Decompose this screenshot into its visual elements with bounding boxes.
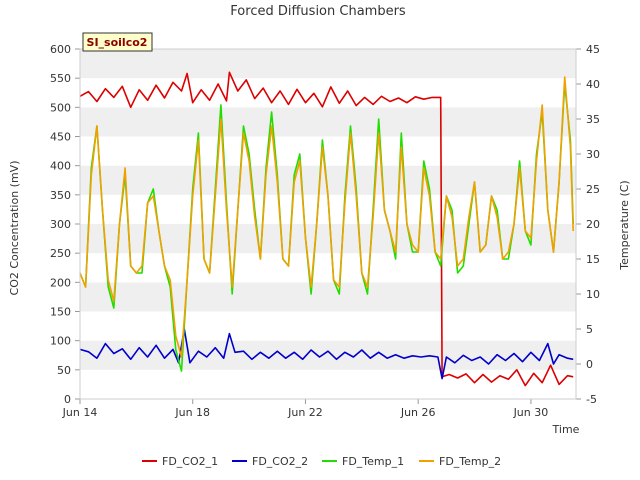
left-axis: 0 50 100 150 200 250 300 350 400 450 500 550 600	[50, 43, 80, 406]
grid-band	[80, 311, 576, 341]
y-right-tick-label: 20	[586, 218, 600, 231]
y-axis-left-label: CO2 Concentration (mV)	[8, 161, 21, 296]
chart-title: Forced Diffusion Chambers	[230, 4, 406, 19]
legend: FD_CO2_1 FD_CO2_2 FD_Temp_1 FD_Temp_2	[142, 455, 501, 468]
right-axis: -5 0 5 10 15 20 25 30 35 40 45	[576, 43, 600, 406]
site-badge-label: SI_soilco2	[87, 36, 148, 49]
y-left-tick-label: 600	[50, 43, 71, 56]
y-right-tick-label: 5	[586, 323, 593, 336]
y-left-tick-label: 0	[64, 393, 71, 406]
y-left-tick-label: 50	[57, 364, 71, 377]
y-left-tick-label: 550	[50, 72, 71, 85]
y-right-tick-label: 40	[586, 78, 600, 91]
y-left-tick-label: 250	[50, 247, 71, 260]
y-axis-right-label: Temperature (C)	[618, 180, 631, 270]
y-left-tick-label: 200	[50, 276, 71, 289]
y-left-tick-label: 300	[50, 218, 71, 231]
y-right-tick-label: 45	[586, 43, 600, 56]
site-badge: SI_soilco2	[82, 32, 153, 52]
y-right-tick-label: 10	[586, 288, 600, 301]
y-right-tick-label: -5	[586, 393, 597, 406]
grid-band	[80, 136, 576, 166]
grid-band	[80, 369, 576, 399]
y-right-tick-label: 0	[586, 358, 593, 371]
y-left-tick-label: 100	[50, 335, 71, 348]
x-axis: Jun 14 Jun 18 Jun 22 Jun 26 Jun 30	[62, 399, 549, 419]
y-left-tick-label: 350	[50, 189, 71, 202]
x-tick-label: Jun 30	[513, 406, 549, 419]
series-line-fd-co2-2	[79, 328, 574, 380]
series-line-fd-co2-1	[79, 71, 574, 387]
y-left-tick-label: 450	[50, 131, 71, 144]
y-right-tick-label: 25	[586, 183, 600, 196]
plot-frame	[79, 48, 577, 400]
grid-band	[80, 340, 576, 370]
legend-label: FD_Temp_2	[439, 455, 501, 468]
y-left-tick-label: 150	[50, 306, 71, 319]
legend-label: FD_CO2_1	[162, 455, 218, 468]
series-line-fd-temp-2	[79, 76, 574, 358]
x-tick-label: Jun 14	[62, 406, 98, 419]
x-tick-label: Jun 22	[287, 406, 323, 419]
grid-band	[80, 282, 576, 312]
y-left-tick-label: 400	[50, 160, 71, 173]
y-left-tick-label: 500	[50, 101, 71, 114]
grid-band	[80, 49, 576, 79]
x-tick-label: Jun 26	[400, 406, 436, 419]
grid-band	[80, 224, 576, 254]
grid-band	[80, 107, 576, 137]
y-right-tick-label: 30	[586, 148, 600, 161]
x-tick-label: Jun 18	[174, 406, 210, 419]
x-axis-label: Time	[552, 423, 580, 436]
legend-label: FD_Temp_1	[342, 455, 404, 468]
series-lines	[79, 71, 574, 387]
y-right-tick-label: 35	[586, 113, 600, 126]
grid-band	[80, 253, 576, 283]
y-right-tick-label: 15	[586, 253, 600, 266]
legend-label: FD_CO2_2	[252, 455, 308, 468]
